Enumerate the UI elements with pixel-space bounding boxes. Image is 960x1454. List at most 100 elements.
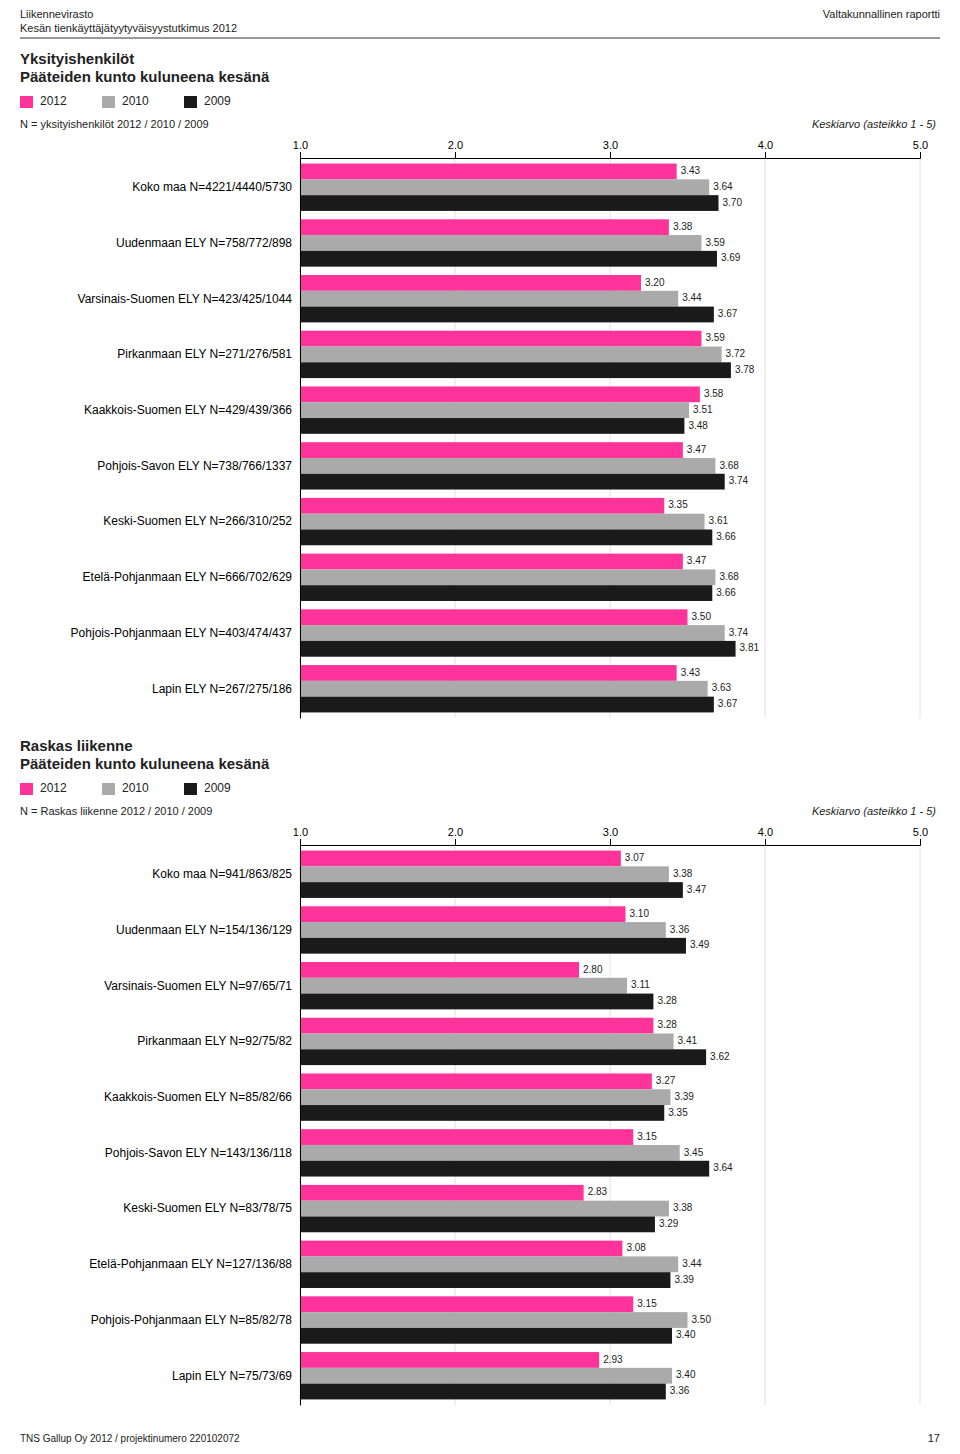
bar bbox=[300, 402, 689, 418]
y-tick-label: Pohjois-Savon ELY N=738/766/1337 bbox=[97, 459, 292, 473]
y-tick-label: Keski-Suomen ELY N=266/310/252 bbox=[103, 514, 292, 528]
data-label: 3.36 bbox=[670, 924, 690, 935]
data-label: 3.72 bbox=[726, 348, 746, 359]
data-label: 3.45 bbox=[684, 1147, 704, 1158]
bar bbox=[300, 1129, 633, 1145]
footer: TNS Gallup Oy 2012 / projektinumero 2201… bbox=[20, 1432, 940, 1444]
legend-swatch bbox=[20, 96, 33, 108]
bar bbox=[300, 474, 725, 490]
bar bbox=[300, 1145, 680, 1161]
grid-line bbox=[765, 158, 766, 718]
data-label: 3.70 bbox=[723, 197, 743, 208]
x-tick: 4.0 bbox=[758, 826, 773, 845]
data-label: 3.62 bbox=[710, 1051, 730, 1062]
data-label: 3.49 bbox=[690, 939, 710, 950]
x-tick-mark bbox=[610, 152, 611, 158]
data-label: 3.51 bbox=[693, 404, 713, 415]
bar bbox=[300, 609, 688, 625]
bar bbox=[300, 362, 731, 378]
bar bbox=[300, 1272, 670, 1288]
bar bbox=[300, 1368, 672, 1384]
data-label: 3.48 bbox=[688, 420, 708, 431]
x-tick: 2.0 bbox=[448, 826, 463, 845]
data-label: 3.07 bbox=[625, 852, 645, 863]
x-tick: 1.0 bbox=[293, 826, 308, 845]
y-tick-label: Pohjois-Pohjanmaan ELY N=403/474/437 bbox=[71, 626, 293, 640]
y-tick: Koko maa N=4221/4440/5730 bbox=[132, 180, 300, 194]
legend-item: 2010 bbox=[102, 94, 149, 108]
y-axis-line bbox=[300, 846, 301, 1406]
grid bbox=[300, 845, 920, 1405]
bar bbox=[300, 1296, 633, 1312]
bar bbox=[300, 866, 669, 882]
y-tick: Pohjois-Savon ELY N=143/136/118 bbox=[105, 1146, 300, 1160]
y-tick-label: Uudenmaan ELY N=758/772/898 bbox=[116, 236, 292, 250]
y-tick: Kaakkois-Suomen ELY N=429/439/366 bbox=[84, 403, 300, 417]
bar bbox=[300, 1216, 655, 1232]
data-label: 3.38 bbox=[673, 221, 693, 232]
legend-label: 2010 bbox=[122, 94, 149, 108]
data-label: 3.67 bbox=[718, 698, 738, 709]
data-label: 3.50 bbox=[692, 1314, 712, 1325]
y-tick: Varsinais-Suomen ELY N=97/65/71 bbox=[104, 979, 300, 993]
data-label: 3.78 bbox=[735, 364, 755, 375]
x-tick-label: 3.0 bbox=[603, 139, 618, 151]
bar bbox=[300, 978, 627, 994]
y-tick: Keski-Suomen ELY N=83/78/75 bbox=[123, 1201, 300, 1215]
data-label: 3.66 bbox=[716, 587, 736, 598]
bar bbox=[300, 1049, 706, 1065]
y-tick-label: Kaakkois-Suomen ELY N=429/439/366 bbox=[84, 403, 292, 417]
data-label: 3.64 bbox=[713, 1162, 733, 1173]
header: LiikennevirastoKesän tienkäyttäjätyytyvä… bbox=[20, 8, 940, 38]
legend: 201220102009 bbox=[20, 94, 231, 108]
data-label: 3.64 bbox=[713, 181, 733, 192]
bar bbox=[300, 665, 677, 681]
bar bbox=[300, 962, 579, 978]
data-label: 3.43 bbox=[681, 667, 701, 678]
bar bbox=[300, 1073, 652, 1089]
header-rule bbox=[20, 38, 940, 39]
y-tick-label: Pirkanmaan ELY N=92/75/82 bbox=[137, 1034, 292, 1048]
x-tick-label: 4.0 bbox=[758, 139, 773, 151]
plot: 3.433.383.203.593.583.473.353.473.503.43… bbox=[71, 139, 929, 719]
y-tick-label: Varsinais-Suomen ELY N=97/65/71 bbox=[104, 979, 292, 993]
data-label: 3.35 bbox=[668, 1107, 688, 1118]
bar bbox=[300, 275, 641, 291]
annotation: N = yksityishenkilöt 2012 / 2010 / 2009 bbox=[20, 118, 209, 130]
y-tick: Pohjois-Pohjanmaan ELY N=403/474/437 bbox=[71, 626, 300, 640]
y-tick-label: Pirkanmaan ELY N=271/276/581 bbox=[117, 347, 292, 361]
data-label: 3.58 bbox=[704, 388, 724, 399]
data-label: 3.47 bbox=[687, 555, 707, 566]
x-axis-line bbox=[301, 839, 921, 846]
legend: 201220102009 bbox=[20, 781, 231, 795]
x-tick-mark bbox=[920, 839, 921, 845]
data-label: 3.47 bbox=[687, 884, 707, 895]
data-label: 3.59 bbox=[705, 332, 725, 343]
bar bbox=[300, 386, 700, 402]
chart-section: YksityishenkilötPääteiden kunto kuluneen… bbox=[20, 50, 936, 719]
y-tick: Keski-Suomen ELY N=266/310/252 bbox=[103, 514, 300, 528]
x-tick-label: 2.0 bbox=[448, 139, 463, 151]
x-tick-label: 3.0 bbox=[603, 826, 618, 838]
data-label: 3.69 bbox=[721, 252, 741, 263]
data-label: 3.10 bbox=[630, 908, 650, 919]
bar bbox=[300, 994, 653, 1010]
bar bbox=[300, 1328, 672, 1344]
chart-title: Yksityishenkilöt bbox=[20, 50, 134, 67]
bar bbox=[300, 1384, 666, 1400]
x-tick-mark bbox=[300, 152, 301, 158]
x-axis: 1.02.03.04.05.0 bbox=[293, 139, 928, 159]
data-label: 3.74 bbox=[729, 475, 749, 486]
y-tick: Kaakkois-Suomen ELY N=85/82/66 bbox=[104, 1090, 300, 1104]
bar bbox=[300, 235, 701, 251]
y-tick: Varsinais-Suomen ELY N=423/425/1044 bbox=[78, 292, 300, 306]
bar bbox=[300, 331, 701, 347]
data-label: 3.68 bbox=[719, 460, 739, 471]
legend-swatch bbox=[184, 96, 197, 108]
bar bbox=[300, 1105, 664, 1121]
data-label: 3.50 bbox=[692, 611, 712, 622]
bar bbox=[300, 1089, 670, 1105]
chart-subtitle: Pääteiden kunto kuluneena kesänä bbox=[20, 755, 270, 772]
data-label: 3.43 bbox=[681, 165, 701, 176]
legend-swatch bbox=[102, 783, 115, 795]
